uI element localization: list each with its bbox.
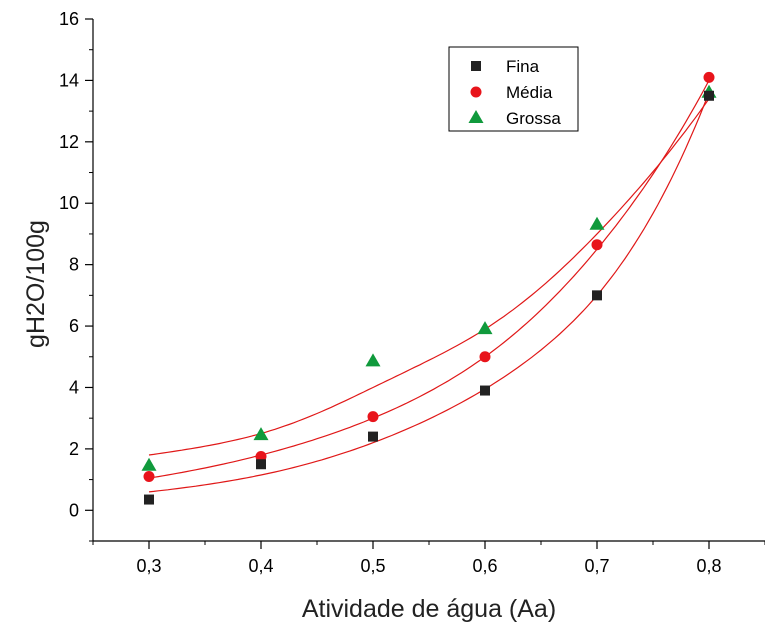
- legend: Fina Média Grossa: [448, 46, 579, 132]
- legend-label: Fina: [506, 57, 540, 76]
- x-tick-label: 0,5: [360, 556, 385, 576]
- point-fina: [704, 90, 714, 101]
- x-axis-title: Atividade de água (Aa): [302, 595, 556, 623]
- x-tick-label: 0,4: [248, 556, 273, 576]
- fit-curve: [148, 92, 710, 493]
- fit-curves: [148, 80, 710, 493]
- point-fina: [480, 385, 490, 396]
- point-media: [591, 239, 603, 251]
- y-tick-label: 8: [69, 255, 79, 275]
- axes: 0 2 4 6 8 10 12 14 16 0,3 0,4 0,5 0,6 0,7 0,8: [59, 9, 765, 576]
- legend-marker: [470, 86, 482, 98]
- y-tick-label: 10: [59, 193, 79, 213]
- legend-box: [448, 46, 579, 132]
- point-media: [703, 71, 715, 83]
- legend-label: Grossa: [506, 109, 561, 128]
- x-tick-label: 0,3: [136, 556, 161, 576]
- x-tick-label: 0,8: [696, 556, 721, 576]
- legend-label: Média: [506, 83, 553, 102]
- y-tick-label: 16: [59, 9, 79, 29]
- y-tick-label: 6: [69, 316, 79, 336]
- point-grossa: [365, 353, 381, 367]
- y-tick-label: 4: [69, 377, 79, 397]
- point-grossa: [477, 321, 493, 335]
- y-tick-label: 12: [59, 132, 79, 152]
- legend-marker: [468, 110, 484, 123]
- point-fina: [144, 494, 154, 505]
- data-points: [141, 71, 717, 505]
- point-fina: [368, 431, 378, 442]
- y-tick-label: 2: [69, 439, 79, 459]
- y-axis-title: gH2O/100g: [22, 220, 50, 348]
- point-media: [143, 471, 155, 483]
- x-tick-label: 0,6: [472, 556, 497, 576]
- point-fina: [256, 459, 266, 470]
- fit-curve: [148, 80, 710, 479]
- x-tick-label: 0,7: [584, 556, 609, 576]
- point-fina: [592, 290, 602, 301]
- point-grossa: [253, 427, 269, 441]
- point-grossa: [589, 216, 605, 230]
- point-grossa: [141, 457, 157, 471]
- point-media: [479, 351, 491, 363]
- y-tick-label: 14: [59, 70, 79, 90]
- y-tick-label: 0: [69, 500, 79, 520]
- point-media: [367, 411, 379, 423]
- legend-marker: [471, 61, 481, 71]
- fit-curve: [148, 98, 710, 456]
